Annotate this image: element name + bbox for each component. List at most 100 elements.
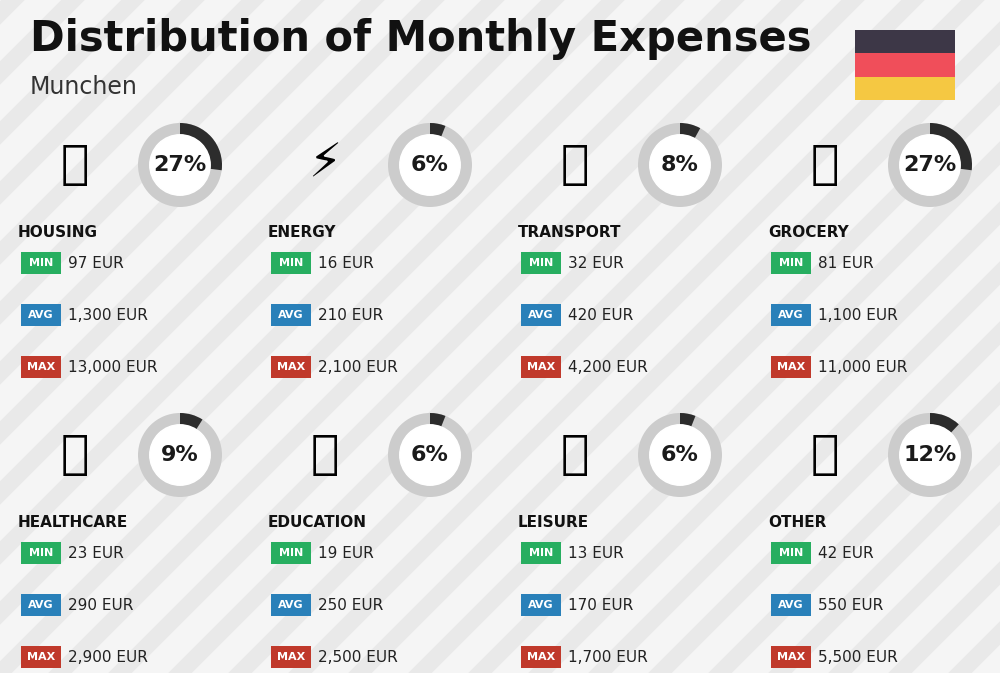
FancyBboxPatch shape: [271, 252, 311, 274]
Wedge shape: [680, 413, 695, 427]
FancyBboxPatch shape: [21, 542, 61, 564]
Text: 32 EUR: 32 EUR: [568, 256, 624, 271]
Text: 81 EUR: 81 EUR: [818, 256, 874, 271]
Text: 2,100 EUR: 2,100 EUR: [318, 359, 398, 374]
Text: Distribution of Monthly Expenses: Distribution of Monthly Expenses: [30, 18, 812, 60]
Text: 16 EUR: 16 EUR: [318, 256, 374, 271]
FancyBboxPatch shape: [21, 252, 61, 274]
FancyBboxPatch shape: [271, 594, 311, 616]
Text: AVG: AVG: [278, 600, 304, 610]
Text: 19 EUR: 19 EUR: [318, 546, 374, 561]
Text: 420 EUR: 420 EUR: [568, 308, 633, 322]
Wedge shape: [638, 123, 722, 207]
Text: GROCERY: GROCERY: [768, 225, 849, 240]
FancyBboxPatch shape: [855, 77, 955, 100]
Text: 8%: 8%: [661, 155, 699, 175]
Text: MAX: MAX: [277, 362, 305, 372]
Text: 550 EUR: 550 EUR: [818, 598, 883, 612]
Circle shape: [150, 425, 210, 485]
Text: 🛒: 🛒: [811, 143, 839, 188]
Text: 210 EUR: 210 EUR: [318, 308, 383, 322]
FancyBboxPatch shape: [21, 594, 61, 616]
Text: 💊: 💊: [61, 433, 89, 478]
FancyBboxPatch shape: [521, 594, 561, 616]
Text: OTHER: OTHER: [768, 515, 826, 530]
Text: MAX: MAX: [27, 362, 55, 372]
FancyBboxPatch shape: [521, 356, 561, 378]
Wedge shape: [888, 123, 972, 207]
Text: MIN: MIN: [529, 258, 553, 268]
Text: 170 EUR: 170 EUR: [568, 598, 633, 612]
Text: LEISURE: LEISURE: [518, 515, 589, 530]
Wedge shape: [180, 123, 222, 170]
Text: 27%: 27%: [153, 155, 207, 175]
Text: 11,000 EUR: 11,000 EUR: [818, 359, 907, 374]
Text: 250 EUR: 250 EUR: [318, 598, 383, 612]
FancyBboxPatch shape: [771, 646, 811, 668]
Text: MIN: MIN: [779, 258, 803, 268]
Text: MIN: MIN: [279, 258, 303, 268]
Circle shape: [900, 425, 960, 485]
FancyBboxPatch shape: [771, 304, 811, 326]
FancyBboxPatch shape: [771, 356, 811, 378]
Text: MIN: MIN: [29, 548, 53, 558]
Wedge shape: [430, 413, 445, 427]
Text: 💰: 💰: [811, 433, 839, 478]
Text: 13 EUR: 13 EUR: [568, 546, 624, 561]
Wedge shape: [888, 413, 972, 497]
FancyBboxPatch shape: [21, 356, 61, 378]
FancyBboxPatch shape: [771, 542, 811, 564]
Text: HEALTHCARE: HEALTHCARE: [18, 515, 128, 530]
Circle shape: [150, 135, 210, 195]
FancyBboxPatch shape: [271, 356, 311, 378]
FancyBboxPatch shape: [21, 646, 61, 668]
Text: 1,100 EUR: 1,100 EUR: [818, 308, 898, 322]
Text: 9%: 9%: [161, 445, 199, 465]
Text: 🎓: 🎓: [311, 433, 339, 478]
Text: AVG: AVG: [278, 310, 304, 320]
Text: AVG: AVG: [778, 310, 804, 320]
Circle shape: [650, 135, 710, 195]
Text: 6%: 6%: [411, 445, 449, 465]
Text: ⚡: ⚡: [308, 143, 342, 188]
Circle shape: [650, 425, 710, 485]
FancyBboxPatch shape: [521, 542, 561, 564]
Circle shape: [900, 135, 960, 195]
FancyBboxPatch shape: [271, 646, 311, 668]
FancyBboxPatch shape: [855, 53, 955, 77]
Text: 12%: 12%: [903, 445, 957, 465]
Text: 1,700 EUR: 1,700 EUR: [568, 649, 648, 664]
Wedge shape: [138, 123, 222, 207]
Text: 5,500 EUR: 5,500 EUR: [818, 649, 898, 664]
FancyBboxPatch shape: [521, 304, 561, 326]
Text: MAX: MAX: [527, 652, 555, 662]
Text: MAX: MAX: [527, 362, 555, 372]
Wedge shape: [388, 413, 472, 497]
Text: EDUCATION: EDUCATION: [268, 515, 367, 530]
Text: 🏢: 🏢: [61, 143, 89, 188]
Text: AVG: AVG: [28, 600, 54, 610]
Circle shape: [400, 135, 460, 195]
Text: 97 EUR: 97 EUR: [68, 256, 124, 271]
Text: 2,500 EUR: 2,500 EUR: [318, 649, 398, 664]
Text: MAX: MAX: [777, 362, 805, 372]
Wedge shape: [930, 123, 972, 170]
Text: MAX: MAX: [277, 652, 305, 662]
Text: 2,900 EUR: 2,900 EUR: [68, 649, 148, 664]
Text: 🛍️: 🛍️: [561, 433, 589, 478]
Text: HOUSING: HOUSING: [18, 225, 98, 240]
FancyBboxPatch shape: [21, 304, 61, 326]
Text: MIN: MIN: [779, 548, 803, 558]
Text: AVG: AVG: [528, 600, 554, 610]
Text: TRANSPORT: TRANSPORT: [518, 225, 622, 240]
Text: 23 EUR: 23 EUR: [68, 546, 124, 561]
Wedge shape: [930, 413, 959, 433]
Wedge shape: [638, 413, 722, 497]
Wedge shape: [138, 413, 222, 497]
Text: MIN: MIN: [29, 258, 53, 268]
Text: 1,300 EUR: 1,300 EUR: [68, 308, 148, 322]
FancyBboxPatch shape: [855, 30, 955, 53]
Text: 13,000 EUR: 13,000 EUR: [68, 359, 158, 374]
Text: 42 EUR: 42 EUR: [818, 546, 874, 561]
Text: ENERGY: ENERGY: [268, 225, 336, 240]
